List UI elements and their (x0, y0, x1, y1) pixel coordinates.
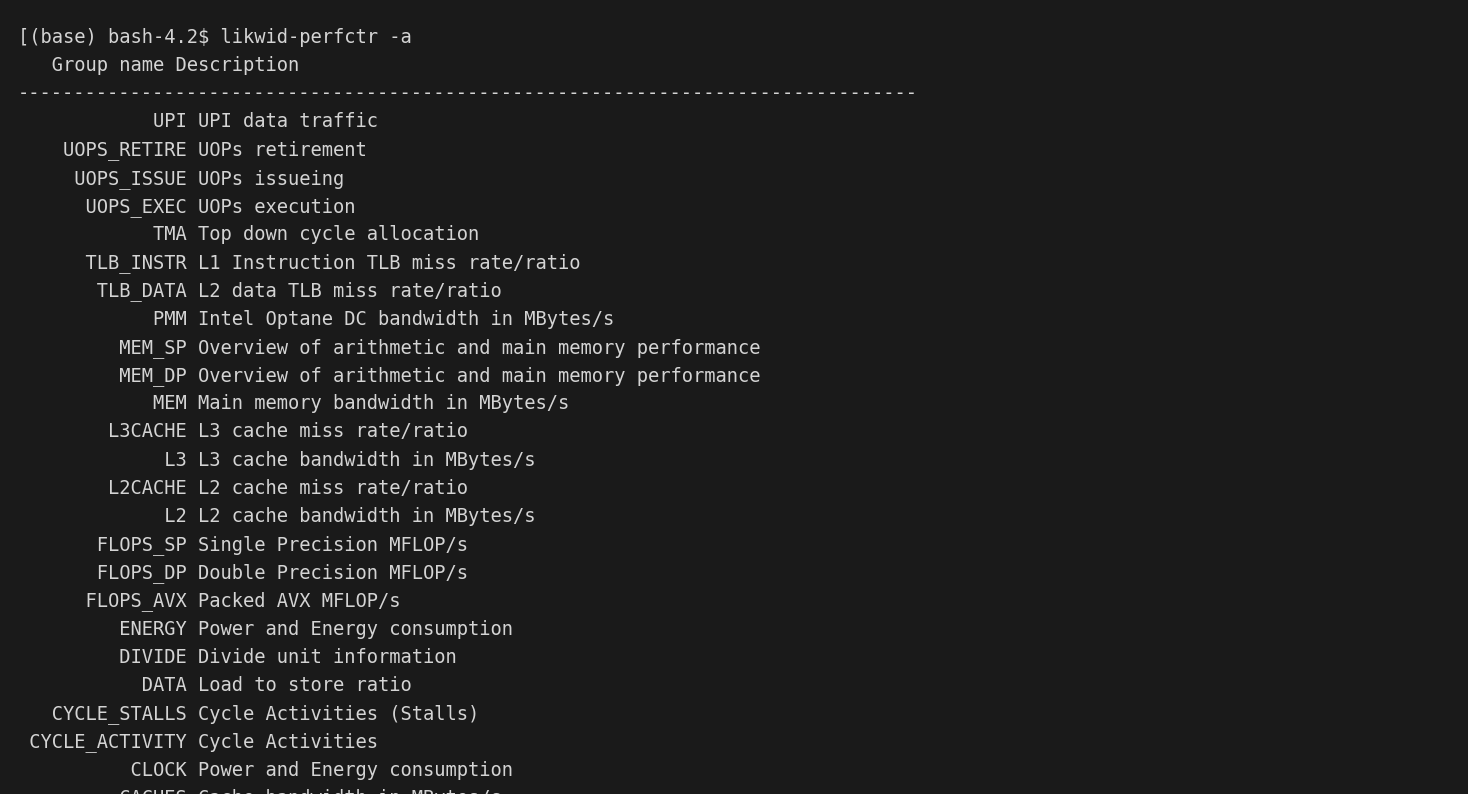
Text: UOPS_EXEC UOPs execution: UOPS_EXEC UOPs execution (18, 197, 355, 217)
Text: [(base) bash-4.2$ likwid-perfctr -a: [(base) bash-4.2$ likwid-perfctr -a (18, 28, 411, 47)
Text: TLB_INSTR L1 Instruction TLB miss rate/ratio: TLB_INSTR L1 Instruction TLB miss rate/r… (18, 253, 580, 273)
Text: TMA Top down cycle allocation: TMA Top down cycle allocation (18, 225, 479, 244)
Text: CYCLE_ACTIVITY Cycle Activities: CYCLE_ACTIVITY Cycle Activities (18, 732, 377, 753)
Text: L2 L2 cache bandwidth in MBytes/s: L2 L2 cache bandwidth in MBytes/s (18, 507, 536, 526)
Text: --------------------------------------------------------------------------------: ----------------------------------------… (18, 84, 918, 103)
Text: FLOPS_AVX Packed AVX MFLOP/s: FLOPS_AVX Packed AVX MFLOP/s (18, 592, 401, 611)
Text: MEM Main memory bandwidth in MBytes/s: MEM Main memory bandwidth in MBytes/s (18, 394, 570, 413)
Text: L3 L3 cache bandwidth in MBytes/s: L3 L3 cache bandwidth in MBytes/s (18, 451, 536, 469)
Text: L3CACHE L3 cache miss rate/ratio: L3CACHE L3 cache miss rate/ratio (18, 422, 468, 441)
Text: MEM_SP Overview of arithmetic and main memory performance: MEM_SP Overview of arithmetic and main m… (18, 338, 760, 358)
Text: FLOPS_SP Single Precision MFLOP/s: FLOPS_SP Single Precision MFLOP/s (18, 535, 468, 555)
Text: ENERGY Power and Energy consumption: ENERGY Power and Energy consumption (18, 619, 512, 638)
Text: CLOCK Power and Energy consumption: CLOCK Power and Energy consumption (18, 761, 512, 780)
Text: TLB_DATA L2 data TLB miss rate/ratio: TLB_DATA L2 data TLB miss rate/ratio (18, 282, 502, 302)
Text: DATA Load to store ratio: DATA Load to store ratio (18, 676, 411, 695)
Text: UOPS_RETIRE UOPs retirement: UOPS_RETIRE UOPs retirement (18, 141, 367, 160)
Text: MEM_DP Overview of arithmetic and main memory performance: MEM_DP Overview of arithmetic and main m… (18, 366, 760, 386)
Text: Group name Description: Group name Description (18, 56, 299, 75)
Text: FLOPS_DP Double Precision MFLOP/s: FLOPS_DP Double Precision MFLOP/s (18, 564, 468, 584)
Text: CACHES Cache bandwidth in MBytes/s: CACHES Cache bandwidth in MBytes/s (18, 788, 502, 794)
Text: UOPS_ISSUE UOPs issueing: UOPS_ISSUE UOPs issueing (18, 169, 344, 189)
Text: PMM Intel Optane DC bandwidth in MBytes/s: PMM Intel Optane DC bandwidth in MBytes/… (18, 310, 614, 329)
Text: UPI UPI data traffic: UPI UPI data traffic (18, 113, 377, 131)
Text: L2CACHE L2 cache miss rate/ratio: L2CACHE L2 cache miss rate/ratio (18, 479, 468, 498)
Text: DIVIDE Divide unit information: DIVIDE Divide unit information (18, 648, 457, 667)
Text: CYCLE_STALLS Cycle Activities (Stalls): CYCLE_STALLS Cycle Activities (Stalls) (18, 704, 479, 724)
